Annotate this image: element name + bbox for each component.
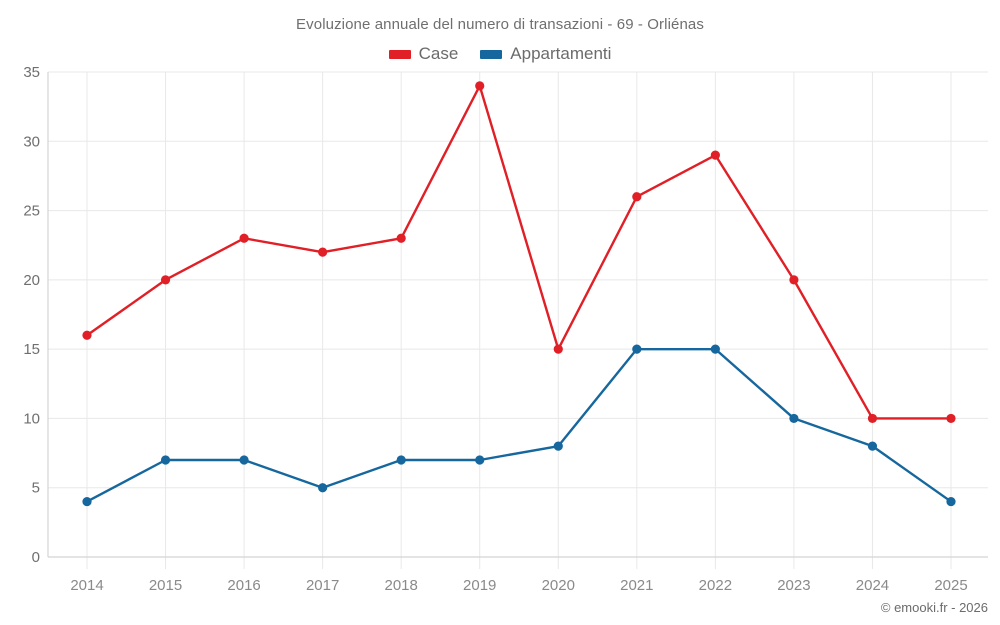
data-point-case-2023	[789, 275, 799, 285]
data-point-appartamenti-2025	[946, 496, 956, 507]
chart-title: Evoluzione annuale del numero di transaz…	[296, 16, 704, 33]
data-point-appartamenti-2024	[867, 441, 878, 451]
data-point-case-2014	[82, 330, 92, 340]
copyright-footer: © emooki.fr - 2026	[880, 600, 988, 615]
legend-item-appartamenti[interactable]: Appartamenti	[480, 44, 611, 64]
data-point-case-2019	[475, 81, 485, 91]
y-axis: 0 5 10 15 20 25 30 35	[23, 64, 40, 566]
x-axis-tick-label: 2022	[699, 577, 732, 594]
data-point-case-2024	[867, 413, 878, 424]
x-axis-tick-label: 2018	[384, 577, 417, 594]
x-axis-tick-label: 2016	[227, 577, 260, 594]
data-point-case-2020	[553, 344, 563, 354]
grid-lines	[47, 71, 988, 569]
data-point-case-2017	[318, 247, 328, 257]
data-point-appartamenti-2014	[82, 496, 92, 507]
data-point-appartamenti-2021	[632, 344, 642, 354]
x-axis: 2014 2015 2016 2017 2018 2019 2020 2021 2022 2023…	[70, 577, 967, 594]
y-axis-tick-label: 25	[23, 203, 40, 220]
x-axis-tick-label: 2020	[542, 577, 575, 594]
data-point-case-2025	[946, 413, 956, 424]
legend-swatch-appartamenti	[480, 49, 503, 59]
data-point-appartamenti-2015	[160, 455, 171, 465]
chart-legend: Case Appartamenti	[0, 44, 1000, 64]
x-axis-tick-label: 2025	[934, 577, 967, 594]
y-axis-tick-label: 5	[32, 480, 40, 497]
x-axis-tick-label: 2024	[856, 577, 889, 594]
x-axis-tick-label: 2017	[306, 577, 339, 594]
y-axis-tick-label: 35	[23, 64, 40, 81]
series-line-case	[85, 84, 953, 420]
data-point-appartamenti-2020	[553, 441, 563, 451]
x-axis-tick-label: 2021	[620, 577, 653, 594]
data-point-case-2018	[396, 233, 406, 243]
y-axis-tick-label: 0	[32, 549, 40, 566]
y-axis-tick-label: 30	[23, 133, 40, 150]
data-point-case-2015	[160, 275, 171, 285]
data-series	[82, 81, 956, 507]
data-point-appartamenti-2016	[239, 455, 249, 465]
series-line-appartamenti	[85, 347, 953, 503]
data-point-appartamenti-2018	[396, 455, 406, 465]
data-point-appartamenti-2022	[710, 344, 720, 354]
legend-label-appartamenti: Appartamenti	[510, 44, 612, 63]
data-point-case-2021	[632, 192, 642, 202]
data-point-appartamenti-2019	[475, 455, 485, 465]
legend-swatch-case	[388, 49, 411, 59]
y-axis-tick-label: 15	[23, 341, 40, 358]
x-axis-tick-label: 2014	[70, 577, 103, 594]
x-axis-tick-label: 2015	[149, 577, 182, 594]
y-axis-tick-label: 20	[23, 272, 40, 289]
y-axis-tick-label: 10	[23, 410, 40, 427]
data-point-case-2016	[239, 233, 249, 243]
data-point-case-2022	[710, 150, 720, 160]
legend-item-case[interactable]: Case	[388, 44, 459, 64]
x-axis-tick-label: 2023	[777, 577, 810, 594]
data-point-appartamenti-2017	[318, 483, 328, 493]
x-axis-tick-label: 2019	[463, 577, 496, 594]
data-point-appartamenti-2023	[789, 413, 799, 424]
legend-label-case: Case	[418, 44, 459, 63]
